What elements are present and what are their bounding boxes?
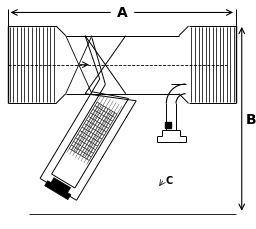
Text: C: C bbox=[166, 175, 173, 185]
Polygon shape bbox=[50, 178, 71, 194]
Text: B: B bbox=[246, 112, 256, 126]
Polygon shape bbox=[45, 181, 71, 200]
Bar bbox=[165, 122, 171, 128]
Text: A: A bbox=[116, 6, 127, 20]
